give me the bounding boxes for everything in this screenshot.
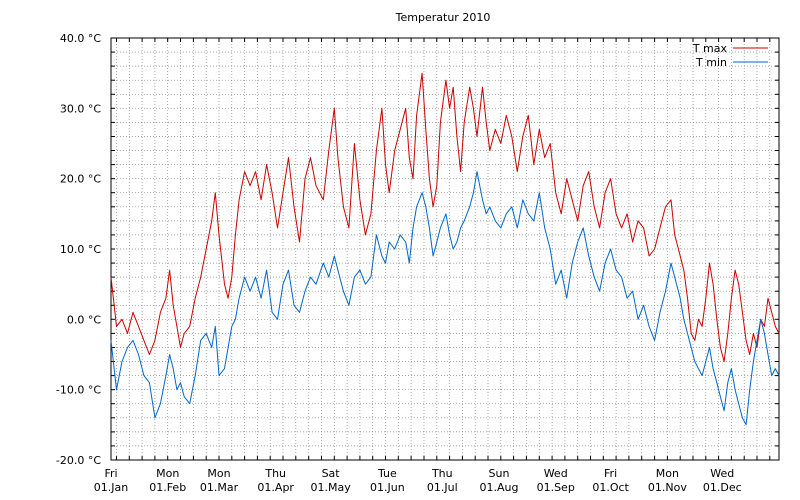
x-tick-weekday: Sat	[322, 467, 341, 480]
x-tick-date: 01.Dec	[703, 481, 742, 494]
x-tick-date: 01.Mar	[200, 481, 239, 494]
x-tick-weekday: Sun	[489, 467, 510, 480]
x-tick-date: 01.Sep	[537, 481, 575, 494]
x-tick-weekday: Mon	[656, 467, 679, 480]
x-tick-date: 01.Nov	[648, 481, 687, 494]
series-lines	[110, 72, 780, 426]
x-tick-date: 01.Oct	[592, 481, 629, 494]
grid	[111, 38, 779, 460]
axis-ticks	[111, 38, 779, 460]
x-tick-date: 01.Apr	[257, 481, 294, 494]
x-tick-weekday: Fri	[104, 467, 117, 480]
x-tick-weekday: Wed	[710, 467, 734, 480]
legend: T max T min	[692, 42, 768, 69]
legend-label-tmin: T min	[695, 56, 727, 69]
plot-frame	[110, 37, 780, 461]
y-axis-labels: -20.0 °C -10.0 °C 0.0 °C 10.0 °C 20.0 °C 30.0…	[56, 32, 101, 467]
y-tick-label: 20.0 °C	[60, 173, 101, 186]
y-tick-label: -20.0 °C	[56, 454, 101, 467]
x-tick-weekday: Wed	[544, 467, 568, 480]
y-tick-label: -10.0 °C	[56, 384, 101, 397]
x-tick-date: 01.Aug	[480, 481, 519, 494]
y-tick-label: 40.0 °C	[60, 32, 101, 45]
x-axis-labels: Fri01.JanMon01.FebMon01.MarThu01.AprSat0…	[94, 467, 742, 494]
y-tick-label: 0.0 °C	[67, 313, 101, 326]
x-tick-weekday: Mon	[156, 467, 179, 480]
x-tick-weekday: Thu	[431, 467, 453, 480]
series-line-tmax	[110, 72, 780, 362]
x-tick-weekday: Fri	[604, 467, 617, 480]
x-tick-weekday: Mon	[207, 467, 230, 480]
y-tick-label: 10.0 °C	[60, 243, 101, 256]
chart-title: Temperatur 2010	[395, 11, 491, 24]
x-tick-date: 01.Jun	[370, 481, 405, 494]
x-tick-date: 01.Jan	[94, 481, 128, 494]
x-tick-date: 01.Feb	[149, 481, 186, 494]
legend-label-tmax: T max	[692, 42, 728, 55]
series-line-tmin	[110, 171, 780, 426]
x-tick-date: 01.May	[310, 481, 351, 494]
y-tick-label: 30.0 °C	[60, 102, 101, 115]
x-tick-weekday: Thu	[264, 467, 286, 480]
x-tick-date: 01.Jul	[427, 481, 458, 494]
x-tick-weekday: Tue	[377, 467, 397, 480]
